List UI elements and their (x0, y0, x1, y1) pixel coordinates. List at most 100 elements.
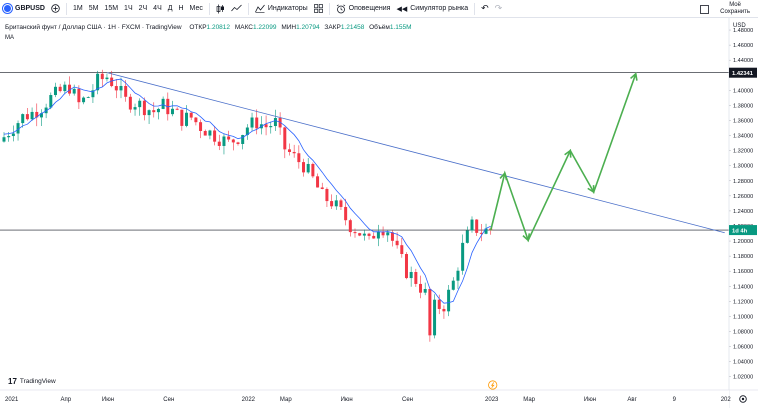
redo-button[interactable]: ↷ (492, 0, 506, 18)
price-chart[interactable]: USD1.480001.460001.440001.420001.400001.… (0, 18, 758, 408)
forecast-path[interactable] (489, 73, 637, 243)
time-tick-label: Июн (341, 397, 353, 403)
candle-body (16, 123, 20, 134)
candle-body (470, 219, 474, 231)
fullscreen-button[interactable] (697, 0, 712, 18)
legend-title: Британский фунт / Доллар США · 1Н · FXCM… (5, 24, 182, 31)
candle-body (428, 288, 432, 336)
candle (21, 113, 25, 128)
horizontal-lines (0, 72, 729, 231)
candle (152, 102, 156, 118)
undo-button[interactable]: ↶ (478, 0, 492, 18)
candle-body (25, 114, 29, 120)
candle (334, 194, 338, 210)
candle (142, 97, 146, 121)
forecast-arrowhead (499, 72, 638, 242)
candle-body (119, 85, 123, 91)
candle-body (306, 163, 310, 173)
candle-body (91, 90, 95, 98)
compare-button[interactable] (228, 0, 245, 18)
price-tick-label: 1.36000 (733, 118, 753, 124)
candle-body (447, 289, 451, 312)
candle-body (142, 100, 146, 116)
time-tick-label: 9 (673, 397, 677, 403)
candle (409, 266, 413, 287)
candle-body (208, 130, 212, 136)
trend-line[interactable] (106, 72, 725, 234)
interval-button[interactable]: 2Ч (138, 5, 148, 12)
alerts-label: Оповещения (348, 5, 391, 12)
candle-body (128, 96, 132, 110)
tradingview-logo[interactable]: 17 TradingView (8, 377, 56, 386)
indicators-button[interactable]: Индикаторы (252, 0, 311, 18)
candle-body (456, 270, 460, 281)
indicators-icon (255, 4, 265, 13)
candle (77, 85, 81, 110)
candle-body (114, 86, 118, 91)
candle-body (344, 206, 348, 221)
candle-body (35, 111, 39, 118)
candle-body (53, 86, 57, 96)
candle-body (339, 200, 343, 207)
interval-button[interactable]: Д (167, 5, 173, 12)
symbol-button[interactable]: GBPUSD (0, 0, 48, 18)
interval-button[interactable]: 4Ч (153, 5, 162, 12)
interval-button[interactable]: 1M (72, 5, 83, 12)
interval-button[interactable]: Н (178, 5, 184, 12)
candle (100, 69, 104, 87)
save-button[interactable]: Моё Сохранить (720, 2, 750, 16)
interval-button[interactable]: 5M (88, 5, 99, 12)
time-tick-label: 2022 (242, 397, 256, 403)
candle (63, 81, 67, 95)
candle-body (334, 200, 338, 207)
candle-body (437, 299, 441, 309)
candle-body (311, 163, 315, 177)
high-label: МАКС (234, 24, 254, 31)
candle-body (180, 109, 184, 126)
open-value: 1.20812 (206, 24, 231, 31)
candle-body (264, 124, 268, 128)
price-tick-label: 1.48000 (733, 28, 753, 34)
open-label: ОТКР (189, 24, 207, 31)
candle (348, 218, 352, 237)
candle (320, 182, 324, 190)
chart-area[interactable]: USD1.480001.460001.440001.420001.400001.… (0, 18, 758, 408)
indicators-label: Индикаторы (267, 5, 308, 12)
candle-body (479, 232, 483, 234)
candle-body (330, 201, 334, 207)
price-tick-label: 1.08000 (733, 329, 753, 335)
candle-body (269, 126, 273, 128)
candle-body (297, 153, 301, 163)
arrowhead (630, 72, 638, 81)
candle (86, 96, 90, 99)
interval-button[interactable]: 1Ч (124, 5, 133, 12)
chart-type-button[interactable] (213, 0, 228, 18)
candle (423, 282, 427, 296)
candle (105, 73, 109, 82)
candle-body (292, 151, 296, 154)
candle (189, 112, 193, 121)
time-axis[interactable]: 2021 Апр Июн Сен 2022 Мар Июн Сен 2023 Мар Июн Авг 9… (0, 389, 758, 408)
ma-legend[interactable]: MA (5, 35, 14, 41)
replay-button[interactable]: ◀◀ Симулятор рынка (393, 0, 471, 18)
interval-button[interactable]: Мес (189, 5, 203, 12)
gear-icon[interactable] (739, 395, 747, 403)
candle-body (386, 232, 390, 236)
candle-body (7, 136, 11, 138)
arrowhead (522, 233, 531, 242)
line-chart-icon (231, 4, 242, 12)
interval-button[interactable]: 15M (104, 5, 119, 12)
candle (194, 116, 198, 126)
candle (437, 294, 441, 315)
candle-body (77, 88, 81, 103)
close-value: 1.21458 (340, 24, 365, 31)
add-symbol-button[interactable] (48, 0, 63, 18)
candle (456, 267, 460, 290)
candle (25, 108, 29, 121)
candle-body (273, 117, 277, 127)
candle (447, 285, 451, 317)
candle-body (381, 231, 385, 236)
alerts-button[interactable]: Оповещения (333, 0, 394, 18)
price-tick-label: 1.44000 (733, 58, 753, 64)
layout-button[interactable] (311, 0, 326, 18)
